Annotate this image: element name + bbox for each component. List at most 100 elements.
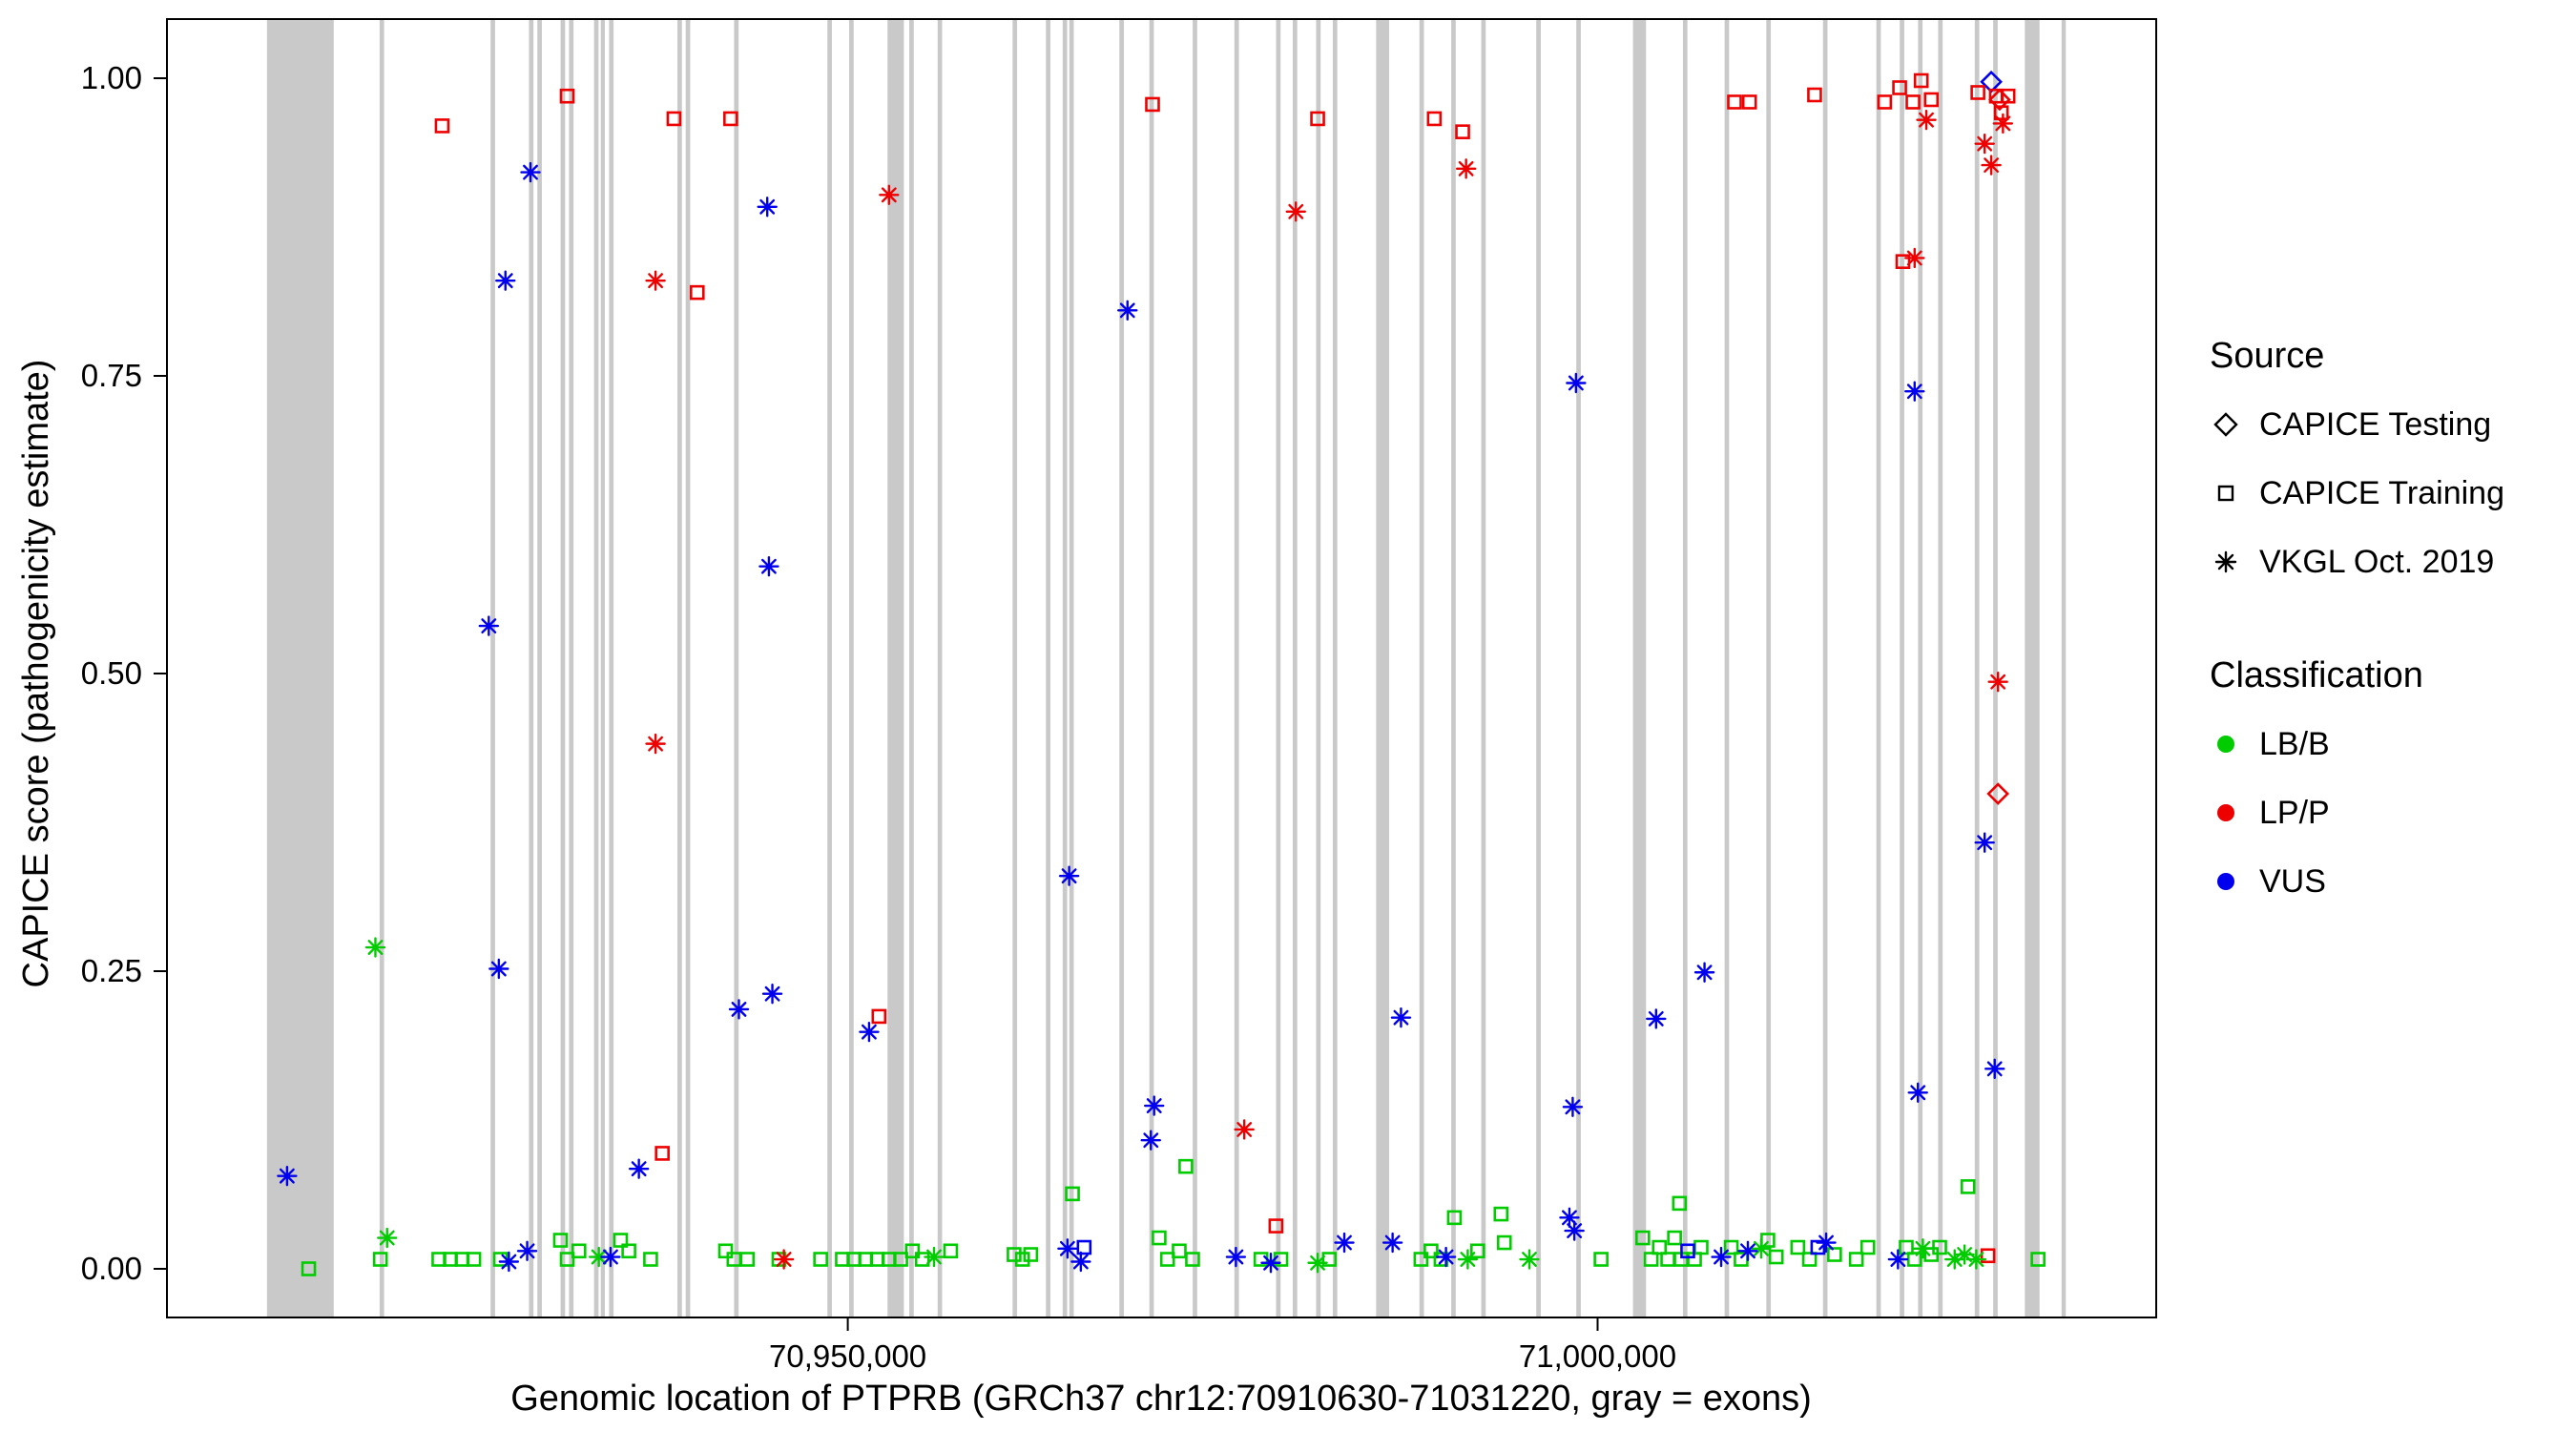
data-point-asterisk bbox=[1260, 1253, 1281, 1274]
y-tick-label: 0.00 bbox=[81, 1251, 142, 1286]
data-point-square bbox=[434, 118, 450, 134]
data-point-square bbox=[689, 284, 705, 301]
data-point-square bbox=[1076, 1239, 1092, 1255]
lpp-color-dot-icon bbox=[2217, 804, 2234, 821]
data-point-square bbox=[1065, 1186, 1080, 1202]
exon-bar bbox=[490, 19, 495, 1317]
data-point-asterisk bbox=[1711, 1246, 1732, 1268]
lbb-color-dot-icon bbox=[2217, 736, 2234, 753]
legend-classification-group: Classification LB/B LP/P VUS bbox=[2210, 655, 2563, 916]
data-point-square bbox=[1801, 1252, 1818, 1267]
exon-bar bbox=[1632, 19, 1647, 1317]
exon-bar bbox=[1193, 19, 1197, 1317]
diamond-icon bbox=[2213, 412, 2238, 437]
data-point-square bbox=[723, 111, 738, 127]
exon-bar bbox=[909, 19, 914, 1317]
data-point-square bbox=[1643, 1252, 1659, 1267]
exon-bar bbox=[1822, 19, 1828, 1317]
exon-bar bbox=[1062, 19, 1068, 1317]
data-point-square bbox=[813, 1252, 828, 1267]
data-point-square bbox=[1455, 124, 1470, 139]
data-point-square bbox=[613, 1233, 629, 1248]
data-point-asterisk bbox=[1564, 1220, 1585, 1241]
exon-bar bbox=[1993, 19, 1998, 1317]
data-point-square bbox=[739, 1252, 756, 1267]
legend-item-capice-testing: CAPICE Testing bbox=[2210, 390, 2563, 459]
exon-bar bbox=[1419, 19, 1424, 1317]
data-point-asterisk bbox=[1816, 1232, 1837, 1254]
exon-bar bbox=[827, 19, 832, 1317]
data-point-asterisk bbox=[1907, 1082, 1928, 1103]
data-point-square bbox=[1723, 1239, 1739, 1255]
data-point-square bbox=[466, 1252, 482, 1267]
data-point-square bbox=[1423, 1243, 1439, 1259]
y-tick-label: 0.50 bbox=[81, 655, 142, 691]
legend-label-vkgl: VKGL Oct. 2019 bbox=[2259, 543, 2495, 580]
data-point-asterisk bbox=[498, 1251, 520, 1273]
data-point-asterisk bbox=[1455, 158, 1477, 179]
data-point-square bbox=[904, 1243, 921, 1259]
data-point-square bbox=[1807, 87, 1822, 103]
legend-item-lpp: LP/P bbox=[2210, 778, 2563, 847]
exon-bar bbox=[1046, 19, 1050, 1317]
data-point-square bbox=[372, 1252, 388, 1267]
y-tick-label: 1.00 bbox=[81, 60, 142, 95]
legend-source-group: Source CAPICE Testing CAPICE Training bbox=[2210, 336, 2563, 596]
exon-bar bbox=[937, 19, 943, 1317]
exon-bar bbox=[1332, 19, 1338, 1317]
data-point-asterisk bbox=[757, 197, 778, 218]
exon-bar bbox=[685, 19, 691, 1317]
data-point-square bbox=[1790, 1239, 1806, 1255]
data-point-square bbox=[1268, 1218, 1284, 1234]
data-point-asterisk bbox=[1965, 1249, 1987, 1270]
data-point-square bbox=[301, 1261, 317, 1276]
data-point-square bbox=[559, 88, 575, 104]
data-point-asterisk bbox=[628, 1158, 650, 1179]
data-point-square bbox=[1859, 1239, 1876, 1255]
exon-bar bbox=[266, 19, 334, 1317]
y-tick-label: 0.75 bbox=[81, 358, 142, 393]
data-point-asterisk bbox=[516, 1240, 538, 1261]
exon-bar bbox=[1938, 19, 1943, 1317]
data-point-square bbox=[492, 1252, 509, 1267]
data-point-square bbox=[1980, 1248, 1996, 1264]
data-point-square bbox=[1848, 1252, 1864, 1267]
data-point-asterisk bbox=[728, 999, 750, 1020]
data-point-square bbox=[2000, 88, 2016, 104]
data-point-asterisk bbox=[1390, 1006, 1412, 1028]
data-point-square bbox=[1172, 1243, 1187, 1259]
data-point-square bbox=[1310, 111, 1325, 127]
data-point-asterisk bbox=[645, 270, 666, 291]
data-point-square bbox=[1446, 1210, 1463, 1226]
data-point-asterisk bbox=[600, 1246, 621, 1268]
data-point-square bbox=[914, 1252, 930, 1267]
data-point-asterisk bbox=[1974, 133, 1995, 155]
data-point-asterisk bbox=[1519, 1249, 1540, 1270]
data-point-asterisk bbox=[1887, 1249, 1909, 1270]
data-point-asterisk bbox=[1057, 1238, 1078, 1259]
data-point-asterisk bbox=[364, 937, 386, 958]
data-point-square bbox=[1906, 1252, 1922, 1267]
x-tick-label: 70,950,000 bbox=[769, 1338, 926, 1374]
data-point-square bbox=[654, 1146, 670, 1161]
legend-source-title: Source bbox=[2210, 336, 2325, 376]
data-point-diamond bbox=[1988, 88, 2011, 112]
data-point-square bbox=[1727, 94, 1742, 110]
x-axis-title: Genomic location of PTPRB (GRCh37 chr12:… bbox=[510, 1379, 1812, 1419]
data-point-square bbox=[1877, 94, 1893, 110]
plot-layer: 70,950,000 71,000,000 0.00 0.25 0.50 0.75 1.00 bbox=[81, 18, 2157, 1374]
exon-bar bbox=[1536, 19, 1541, 1317]
data-point-square bbox=[1145, 96, 1160, 113]
legend-label-capice-testing: CAPICE Testing bbox=[2259, 405, 2492, 443]
data-point-asterisk bbox=[1912, 1238, 1934, 1259]
exon-bar bbox=[677, 19, 682, 1317]
data-point-asterisk bbox=[1737, 1240, 1758, 1261]
legend-label-lbb: LB/B bbox=[2259, 725, 2330, 762]
y-tick-label: 0.25 bbox=[81, 953, 142, 988]
data-point-asterisk bbox=[859, 1021, 880, 1043]
exon-bar bbox=[1376, 19, 1390, 1317]
exon-bar bbox=[560, 19, 566, 1317]
data-point-asterisk bbox=[1904, 247, 1925, 269]
data-point-square bbox=[1023, 1247, 1039, 1262]
exon-bar bbox=[379, 19, 384, 1317]
